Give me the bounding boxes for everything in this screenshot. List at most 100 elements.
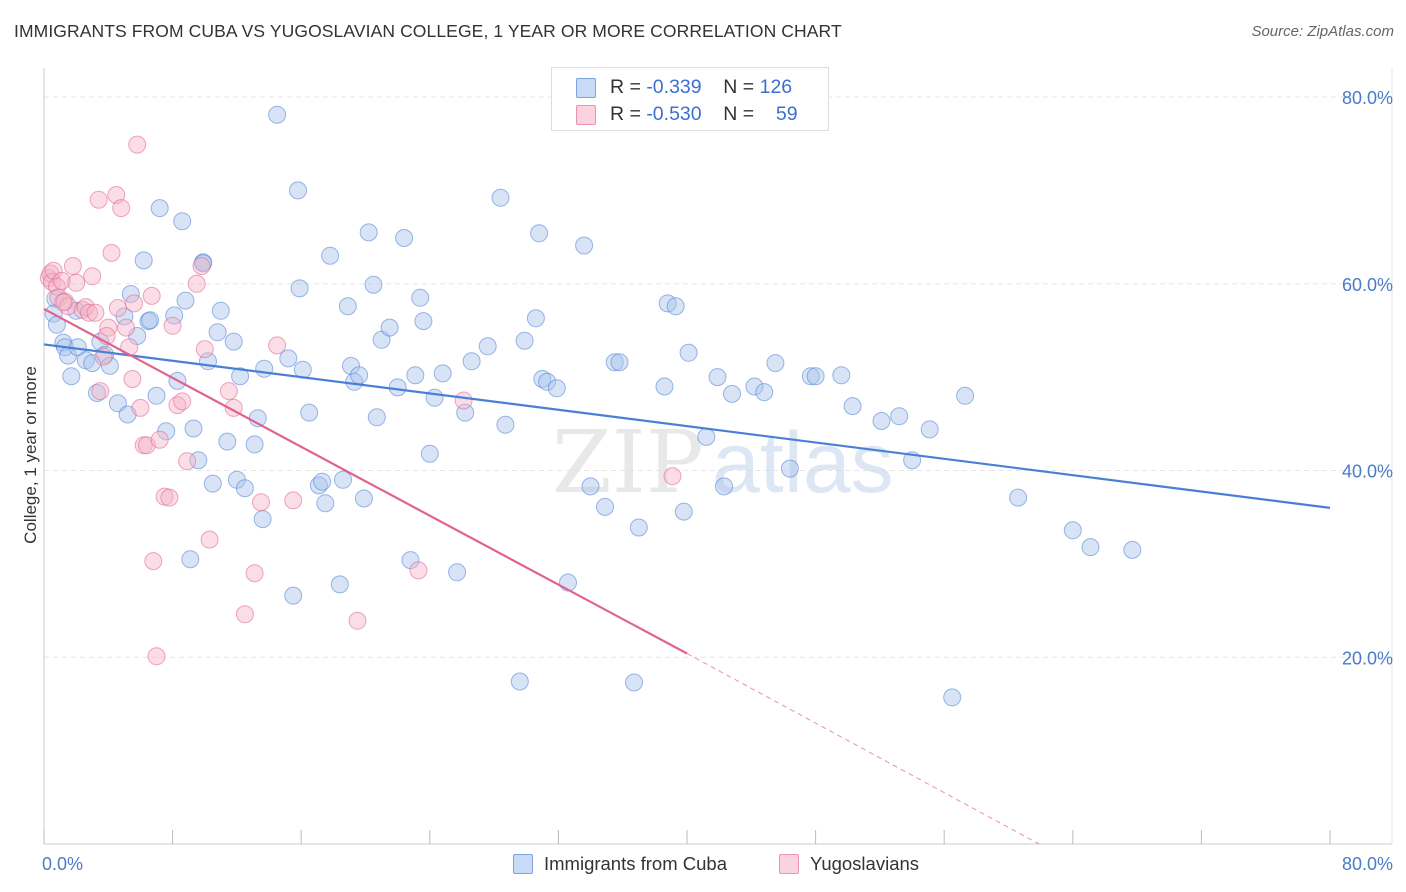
- data-point: [679, 343, 698, 362]
- data-point: [625, 673, 643, 692]
- data-point: [433, 364, 452, 383]
- data-point: [538, 372, 557, 391]
- watermark-zip: ZIP: [552, 413, 704, 513]
- data-point: [956, 386, 975, 405]
- legend-label: Yugoslavians: [810, 853, 920, 874]
- source-note: Source: ZipAtlas.com: [1251, 23, 1394, 40]
- data-point: [425, 388, 444, 407]
- data-point: [211, 301, 230, 320]
- data-point: [321, 246, 340, 265]
- data-points: [39, 105, 1142, 707]
- data-point: [134, 251, 153, 270]
- data-point: [268, 105, 287, 124]
- chart-title: IMMIGRANTS FROM CUBA VS YUGOSLAVIAN COLL…: [14, 21, 842, 41]
- data-point: [920, 420, 939, 439]
- x-tick-label: 0.0%: [42, 854, 83, 874]
- data-point: [414, 312, 433, 331]
- data-point: [219, 382, 238, 401]
- data-point: [350, 366, 369, 385]
- data-point: [832, 366, 851, 385]
- series-cuba: [44, 105, 1142, 707]
- data-point: [316, 494, 335, 513]
- data-point: [181, 550, 200, 569]
- data-point: [289, 181, 307, 200]
- data-point: [420, 444, 439, 463]
- data-point: [235, 479, 254, 498]
- trendline-extension: [686, 653, 1040, 845]
- data-point: [338, 297, 357, 316]
- data-point: [395, 229, 414, 247]
- data-point: [605, 353, 624, 372]
- data-point: [843, 397, 862, 416]
- data-point: [231, 367, 250, 386]
- stats-text: R = -0.339 N = 126: [610, 76, 793, 98]
- y-tick-label: 60.0%: [1342, 275, 1393, 295]
- data-point: [147, 386, 166, 405]
- data-point: [354, 489, 373, 508]
- data-point: [334, 470, 352, 489]
- data-point: [218, 432, 237, 451]
- data-point: [252, 493, 270, 512]
- data-point: [147, 647, 166, 666]
- stats-text: R = -0.530 N = 59: [610, 103, 798, 125]
- y-tick-label: 80.0%: [1342, 88, 1393, 108]
- data-point: [313, 472, 332, 491]
- data-point: [67, 273, 86, 292]
- data-point: [697, 427, 716, 446]
- data-point: [194, 254, 213, 273]
- data-point: [547, 379, 566, 398]
- data-point: [655, 377, 674, 396]
- data-point: [284, 586, 303, 605]
- data-point: [208, 323, 227, 342]
- data-point: [62, 367, 81, 386]
- data-point: [359, 223, 378, 242]
- data-point: [674, 502, 693, 521]
- data-point: [88, 384, 106, 402]
- data-point: [715, 477, 733, 496]
- data-point: [801, 367, 820, 386]
- data-point: [76, 298, 95, 317]
- data-point: [890, 407, 909, 426]
- data-point: [581, 477, 600, 496]
- trendline-yugoslavians: [43, 307, 688, 655]
- data-point: [176, 291, 195, 310]
- data-point: [454, 391, 473, 410]
- data-point: [86, 303, 105, 322]
- trendline-cuba: [43, 343, 1331, 509]
- data-point: [121, 285, 140, 303]
- data-point: [448, 563, 467, 582]
- data-point: [708, 368, 727, 387]
- data-point: [268, 336, 287, 355]
- legend-swatch-yugoslavians: [779, 854, 799, 874]
- data-point: [1123, 540, 1142, 559]
- y-tick-label: 40.0%: [1342, 462, 1393, 482]
- data-point: [253, 510, 272, 529]
- data-point: [663, 467, 682, 486]
- data-point: [364, 275, 383, 294]
- data-point: [780, 459, 799, 478]
- data-point: [290, 279, 309, 298]
- data-point: [806, 367, 825, 386]
- data-point: [406, 366, 425, 385]
- data-point: [112, 199, 131, 218]
- data-point: [766, 354, 785, 373]
- tick-labels: 20.0% 40.0% 60.0% 80.0% 0.0% 80.0%: [42, 88, 1393, 874]
- data-point: [496, 415, 515, 434]
- data-point: [348, 611, 367, 630]
- data-point: [89, 190, 108, 209]
- data-point: [83, 267, 102, 286]
- data-point: [284, 491, 303, 510]
- data-point: [610, 353, 629, 372]
- data-point: [131, 398, 150, 417]
- data-point: [943, 688, 962, 707]
- y-tick-label: 20.0%: [1342, 648, 1393, 668]
- legend-swatch-cuba: [576, 78, 596, 98]
- data-point: [178, 452, 197, 471]
- data-point: [872, 412, 891, 430]
- data-point: [367, 408, 386, 427]
- data-point: [83, 354, 102, 373]
- data-point: [279, 349, 298, 368]
- data-point: [235, 605, 254, 624]
- legend-swatch-cuba: [513, 854, 533, 874]
